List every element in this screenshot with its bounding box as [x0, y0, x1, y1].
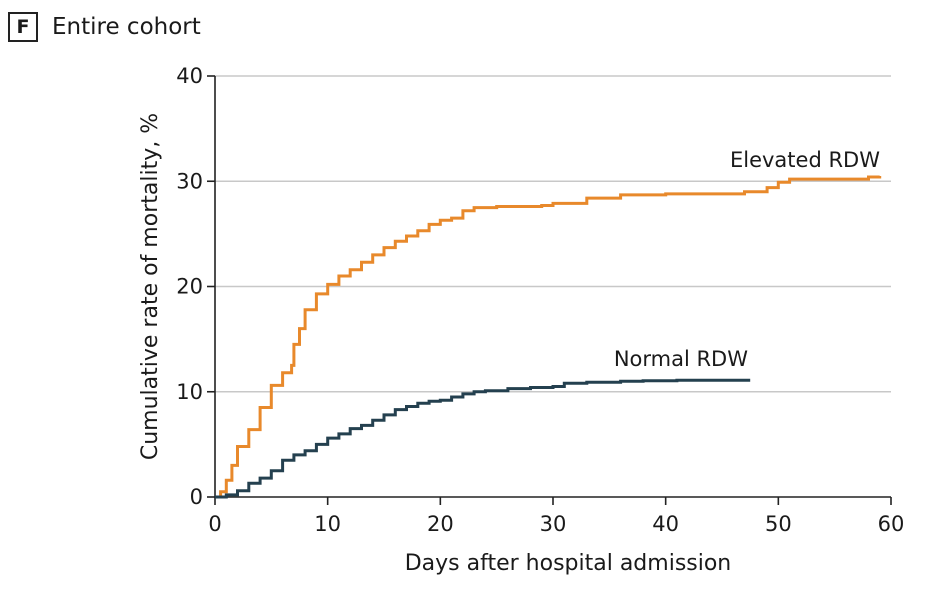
y-tick-label: 40	[176, 64, 203, 88]
panel-header: F Entire cohort	[8, 10, 201, 44]
axes: 0 10 20 30 40 0 10 20 30 40 50 60	[176, 64, 904, 536]
x-axis-title: Days after hospital admission	[405, 551, 732, 576]
x-tick-label: 50	[765, 512, 792, 536]
x-tick-label: 60	[878, 512, 905, 536]
grid	[215, 75, 891, 393]
x-tick-label: 30	[540, 512, 567, 536]
y-axis-title: Cumulative rate of mortality, %	[138, 113, 163, 460]
x-tick-label: 40	[652, 512, 679, 536]
x-tick-label: 20	[427, 512, 454, 536]
panel-letter: F	[8, 12, 38, 42]
y-tick-label: 10	[176, 380, 203, 404]
series-line-elevated-rdw	[215, 175, 882, 499]
chart-title: Entire cohort	[52, 14, 201, 40]
y-tick-label: 30	[176, 169, 203, 193]
series-label-normal-rdw: Normal RDW	[614, 347, 748, 371]
series-group	[215, 175, 882, 499]
y-tick-label: 20	[176, 275, 203, 299]
y-tick-label: 0	[190, 485, 203, 509]
x-tick-label: 10	[314, 512, 341, 536]
x-tick-label: 0	[208, 512, 221, 536]
series-line-normal-rdw	[215, 378, 751, 499]
labels: Days after hospital admission Cumulative …	[138, 113, 880, 576]
series-label-elevated-rdw: Elevated RDW	[730, 148, 880, 172]
